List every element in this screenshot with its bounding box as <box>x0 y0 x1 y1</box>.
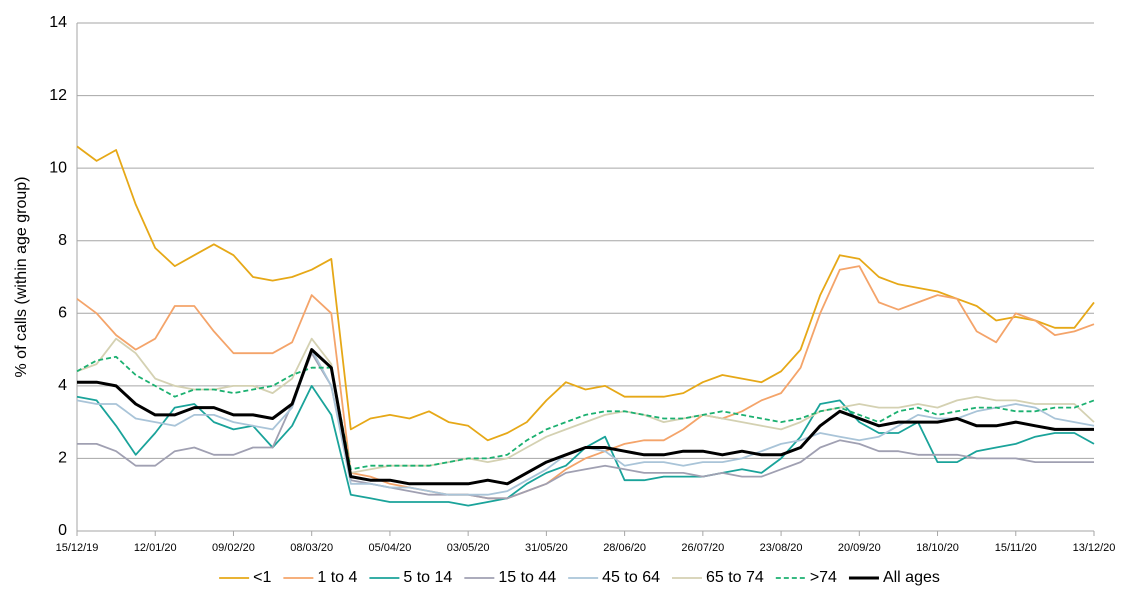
x-tick-label: 15/11/20 <box>995 542 1037 554</box>
x-tick-label: 03/05/20 <box>447 542 490 554</box>
legend-label: 1 to 4 <box>317 569 357 586</box>
y-tick-label: 2 <box>58 450 67 467</box>
x-tick-label: 26/07/20 <box>681 542 724 554</box>
data-line <box>76 265 1095 500</box>
y-tick-label: 8 <box>58 232 67 249</box>
x-tick-label: 15/12/19 <box>56 542 99 554</box>
x-tick-label: 09/02/20 <box>212 542 255 554</box>
legend-label: 45 to 64 <box>602 569 660 586</box>
y-axis-title: % of calls (within age group) <box>13 177 30 378</box>
data-line <box>77 348 1094 486</box>
y-tick-label: 4 <box>58 377 67 394</box>
legend-label: >74 <box>810 569 837 586</box>
legend-label: All ages <box>883 569 940 586</box>
y-tick-label: 0 <box>58 522 67 539</box>
x-tick-label: 20/09/20 <box>838 542 881 554</box>
x-tick-label: 08/03/20 <box>290 542 333 554</box>
data-line <box>77 352 1094 500</box>
legend-label: 5 to 14 <box>403 569 452 586</box>
data-line <box>76 337 1095 474</box>
x-tick-label: 12/01/20 <box>134 542 177 554</box>
x-tick-label: 23/08/20 <box>760 542 803 554</box>
y-tick-label: 6 <box>58 305 67 322</box>
y-tick-label: 12 <box>49 87 67 104</box>
data-line <box>76 355 1095 471</box>
legend-label: 65 to 74 <box>706 569 764 586</box>
x-tick-label: 18/10/20 <box>916 542 959 554</box>
data-line <box>76 385 1095 507</box>
legend-label: <1 <box>253 569 271 586</box>
legend-label: 15 to 44 <box>498 569 556 586</box>
y-tick-label: 10 <box>49 159 67 176</box>
data-line <box>76 145 1095 442</box>
x-tick-label: 31/05/20 <box>525 542 568 554</box>
x-tick-label: 05/04/20 <box>369 542 412 554</box>
x-tick-label: 13/12/20 <box>1073 542 1116 554</box>
y-tick-label: 14 <box>49 14 67 31</box>
x-tick-label: 28/06/20 <box>603 542 646 554</box>
